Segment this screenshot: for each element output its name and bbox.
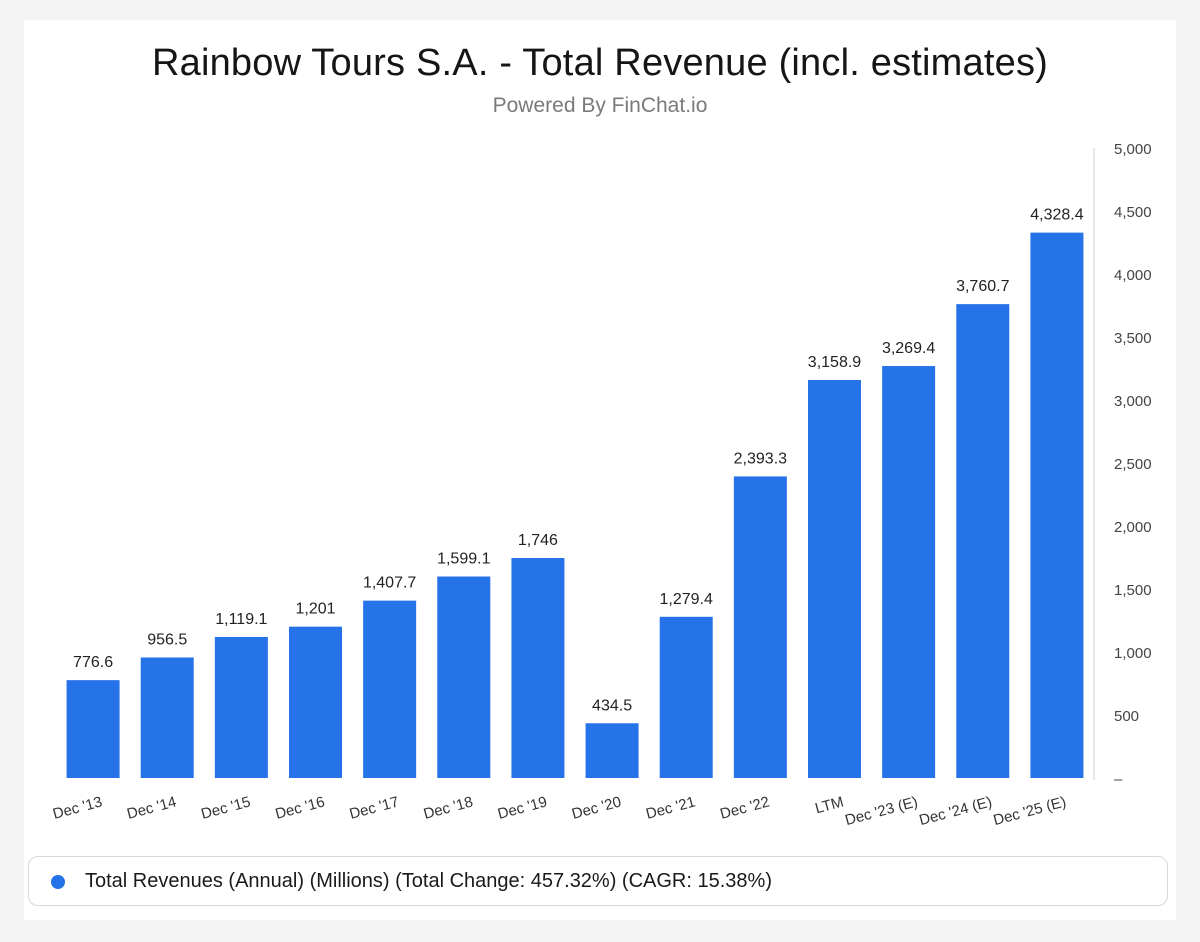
bar[interactable] — [511, 558, 565, 778]
bar[interactable] — [214, 636, 268, 778]
x-tick-label: Dec '18 — [422, 793, 475, 822]
y-tick-label: 1,500 — [1114, 582, 1152, 599]
x-tick-label: Dec '19 — [496, 793, 549, 822]
bar[interactable] — [140, 657, 194, 778]
bar-value-label: 1,599.1 — [437, 551, 490, 568]
y-tick-label: 3,000 — [1114, 393, 1152, 410]
x-tick-label: Dec '17 — [348, 793, 401, 822]
bar-chart: – 500 1,000 1,500 2,000 2,500 3,000 3,500 4,000 4… — [51, 141, 1152, 829]
bar[interactable] — [66, 680, 120, 778]
bar[interactable] — [882, 366, 936, 778]
bar[interactable] — [289, 626, 342, 778]
bar-value-label: 4,328.4 — [1030, 207, 1083, 224]
bar-value-label: 1,201 — [295, 601, 335, 618]
bar[interactable] — [585, 723, 639, 778]
x-tick-label: Dec '22 — [718, 793, 771, 822]
bar-value-label: 1,279.4 — [660, 591, 713, 608]
bar-value-label: 956.5 — [147, 631, 187, 648]
bar[interactable] — [363, 600, 417, 778]
y-tick-label: – — [1114, 771, 1123, 788]
x-tick-label: Dec '24 (E) — [917, 793, 993, 829]
x-tick-label: Dec '21 — [644, 793, 697, 822]
bar-value-label: 1,746 — [518, 532, 558, 549]
bar-value-label: 2,393.3 — [734, 450, 787, 467]
bar-value-label: 1,407.7 — [363, 575, 416, 592]
y-tick-label: 3,500 — [1114, 330, 1152, 347]
bar-value-label: 434.5 — [592, 697, 632, 714]
y-tick-label: 1,000 — [1114, 645, 1152, 662]
y-tick-label: 5,000 — [1114, 141, 1152, 158]
bar-value-label: 3,760.7 — [956, 278, 1009, 295]
bar[interactable] — [437, 576, 491, 778]
x-tick-label: Dec '14 — [125, 793, 178, 822]
bar[interactable] — [808, 379, 861, 778]
legend[interactable]: Total Revenues (Annual) (Millions) (Tota… — [28, 856, 1168, 906]
bar-value-label: 3,269.4 — [882, 340, 935, 357]
bar-value-label: 776.6 — [73, 654, 113, 671]
bar[interactable] — [1030, 232, 1084, 779]
bar[interactable] — [733, 476, 787, 778]
y-tick-label: 2,500 — [1114, 456, 1152, 473]
x-tick-label: Dec '25 (E) — [992, 793, 1068, 829]
y-tick-label: 500 — [1114, 708, 1139, 725]
legend-label: Total Revenues (Annual) (Millions) (Tota… — [85, 870, 772, 892]
chart-card: Rainbow Tours S.A. - Total Revenue (incl… — [24, 20, 1176, 920]
y-tick-label: 4,500 — [1114, 204, 1152, 221]
x-tick-label: Dec '15 — [199, 793, 252, 822]
bar[interactable] — [659, 616, 713, 778]
y-tick-label: 4,000 — [1114, 267, 1152, 284]
y-tick-label: 2,000 — [1114, 519, 1152, 536]
legend-marker — [51, 875, 65, 889]
x-tick-label: Dec '23 (E) — [843, 793, 919, 829]
x-tick-label: Dec '13 — [51, 793, 104, 822]
chart-title: Rainbow Tours S.A. - Total Revenue (incl… — [151, 42, 1049, 84]
x-tick-label: Dec '16 — [273, 793, 326, 822]
x-tick-label: LTM — [813, 793, 845, 817]
chart-subtitle: Powered By FinChat.io — [492, 94, 708, 117]
x-tick-label: Dec '20 — [570, 793, 623, 822]
bar[interactable] — [956, 304, 1010, 778]
bar-value-label: 3,158.9 — [808, 354, 861, 371]
bar-value-label: 1,119.1 — [215, 611, 267, 628]
